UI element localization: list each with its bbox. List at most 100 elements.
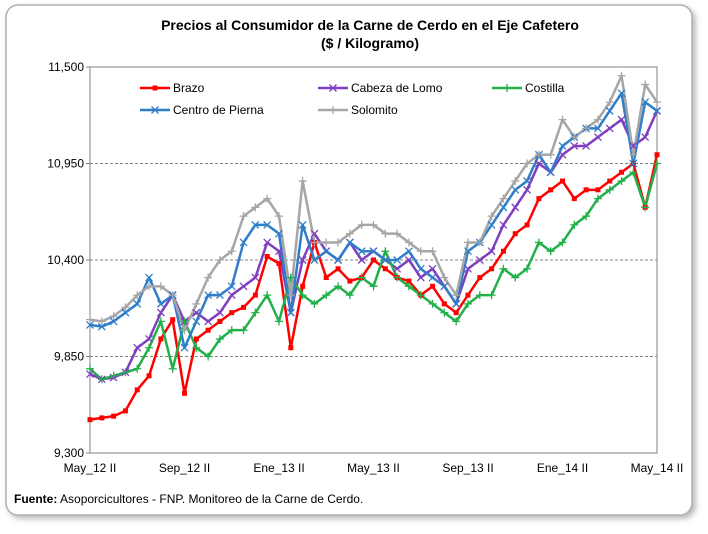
marker bbox=[487, 212, 496, 221]
x-tick-label: May_12 II bbox=[64, 461, 117, 475]
marker bbox=[534, 159, 543, 168]
marker bbox=[180, 317, 189, 326]
marker bbox=[215, 334, 224, 343]
marker bbox=[251, 203, 260, 212]
marker bbox=[239, 282, 248, 291]
marker bbox=[511, 273, 520, 282]
marker bbox=[239, 326, 248, 335]
marker bbox=[334, 282, 343, 291]
marker bbox=[334, 256, 343, 264]
marker bbox=[583, 187, 589, 193]
marker bbox=[334, 238, 343, 247]
marker bbox=[298, 256, 307, 264]
marker bbox=[593, 194, 602, 203]
marker bbox=[310, 256, 319, 264]
marker bbox=[464, 299, 472, 308]
marker bbox=[97, 375, 106, 384]
marker bbox=[464, 264, 472, 273]
marker bbox=[641, 133, 650, 142]
chart-title: Precios al Consumidor de la Carne de Cer… bbox=[161, 17, 579, 33]
marker bbox=[653, 106, 661, 115]
marker bbox=[180, 326, 189, 335]
marker bbox=[345, 291, 354, 300]
marker bbox=[393, 256, 402, 264]
marker bbox=[570, 220, 579, 229]
marker bbox=[252, 292, 258, 298]
marker bbox=[416, 291, 425, 300]
marker bbox=[607, 178, 613, 184]
marker bbox=[217, 318, 223, 324]
marker bbox=[347, 278, 353, 284]
marker bbox=[371, 257, 376, 263]
marker bbox=[475, 238, 484, 247]
x-tick-label: Ene_14 II bbox=[537, 461, 588, 475]
marker bbox=[215, 308, 224, 317]
marker bbox=[428, 264, 437, 273]
marker bbox=[452, 291, 461, 300]
marker bbox=[617, 89, 626, 98]
marker bbox=[239, 238, 248, 247]
marker bbox=[440, 273, 449, 282]
marker bbox=[204, 291, 213, 300]
marker bbox=[570, 141, 579, 150]
marker bbox=[487, 220, 496, 229]
marker bbox=[133, 299, 142, 308]
marker bbox=[109, 371, 118, 380]
marker bbox=[357, 247, 366, 256]
marker bbox=[133, 364, 142, 373]
marker bbox=[546, 247, 555, 256]
marker bbox=[133, 291, 142, 300]
marker bbox=[345, 238, 354, 247]
marker bbox=[523, 177, 532, 186]
marker bbox=[145, 282, 154, 291]
marker bbox=[263, 194, 272, 203]
marker bbox=[593, 133, 602, 142]
marker bbox=[404, 247, 413, 256]
marker bbox=[275, 229, 283, 238]
marker bbox=[227, 282, 236, 291]
marker bbox=[593, 124, 602, 133]
marker bbox=[416, 264, 425, 273]
marker bbox=[653, 159, 661, 168]
marker bbox=[156, 317, 165, 326]
marker bbox=[477, 275, 483, 281]
marker bbox=[251, 308, 260, 317]
x-tick-label: Ene_13 II bbox=[253, 461, 304, 475]
marker bbox=[298, 177, 307, 186]
marker bbox=[416, 247, 425, 256]
marker bbox=[298, 220, 307, 229]
marker bbox=[192, 343, 201, 352]
marker bbox=[605, 124, 614, 133]
marker bbox=[382, 266, 388, 272]
marker bbox=[524, 222, 530, 228]
marker bbox=[263, 291, 272, 300]
marker bbox=[204, 352, 213, 361]
marker bbox=[215, 256, 224, 264]
marker bbox=[523, 264, 532, 273]
marker bbox=[145, 343, 154, 352]
marker bbox=[499, 194, 508, 203]
marker bbox=[404, 282, 413, 291]
marker bbox=[452, 299, 461, 308]
marker bbox=[369, 282, 378, 291]
marker bbox=[182, 390, 187, 396]
marker bbox=[582, 212, 591, 221]
marker bbox=[180, 343, 189, 352]
legend-label: Brazo bbox=[173, 81, 205, 95]
marker bbox=[430, 283, 436, 289]
marker bbox=[357, 273, 366, 282]
marker bbox=[558, 141, 567, 150]
marker bbox=[453, 310, 459, 316]
marker bbox=[275, 212, 283, 221]
footer: Fuente: Asoporcicultores - FNP. Monitore… bbox=[14, 492, 363, 506]
marker bbox=[323, 275, 329, 281]
marker bbox=[145, 273, 154, 282]
marker bbox=[629, 168, 638, 177]
marker bbox=[381, 247, 390, 256]
marker bbox=[523, 159, 532, 168]
marker bbox=[404, 256, 413, 264]
marker bbox=[617, 71, 626, 80]
marker bbox=[215, 291, 224, 300]
marker bbox=[534, 238, 543, 247]
marker bbox=[156, 282, 165, 291]
